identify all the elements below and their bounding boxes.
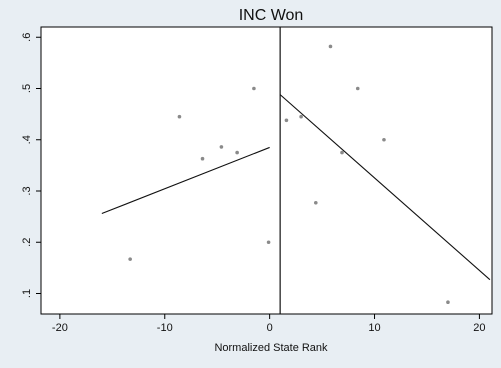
data-point: [266, 240, 271, 245]
data-points: [128, 44, 450, 305]
data-point: [235, 150, 239, 155]
x-axis: -20 -10 0 10 20: [52, 314, 486, 334]
y-tick-label: .3: [21, 186, 33, 195]
data-point: [219, 145, 224, 149]
y-axis: .1 .2 .3 .4 .5 .6: [21, 33, 41, 298]
y-tick-label: .2: [21, 238, 33, 247]
data-point: [328, 44, 333, 49]
y-tick-label: .4: [21, 135, 33, 144]
data-point: [200, 156, 205, 161]
x-axis-label: Normalized State Rank: [214, 342, 328, 354]
data-point: [284, 118, 289, 123]
data-point: [340, 150, 344, 155]
data-point: [355, 86, 360, 91]
plot-area: [40, 26, 493, 315]
fit-line: [279, 94, 491, 281]
y-tick-label: .1: [21, 289, 33, 298]
data-point: [177, 114, 182, 119]
fit-lines: [101, 94, 491, 281]
data-point: [128, 257, 132, 261]
chart-title: INC Won: [239, 7, 304, 24]
x-tick-label: 10: [368, 322, 380, 334]
data-point: [299, 114, 303, 119]
y-tick-label: .6: [21, 33, 33, 42]
data-point: [313, 200, 318, 205]
x-tick-label: 0: [267, 322, 273, 334]
x-tick-label: 20: [473, 322, 485, 334]
x-tick-label: -10: [157, 322, 173, 334]
data-point: [382, 137, 386, 142]
data-point: [252, 86, 256, 91]
y-tick-label: .5: [21, 84, 33, 93]
fit-line: [101, 146, 270, 215]
data-point: [446, 300, 450, 305]
x-tick-label: -20: [52, 322, 68, 334]
